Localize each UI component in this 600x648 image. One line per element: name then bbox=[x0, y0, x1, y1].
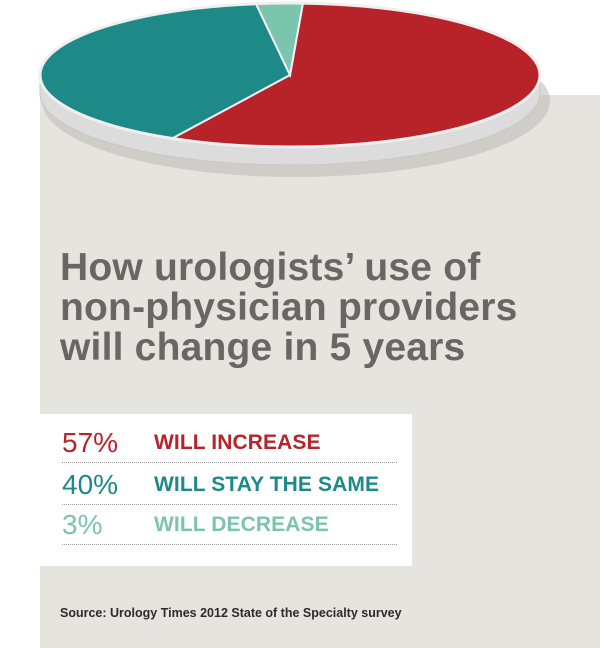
legend: 57% WILL INCREASE 40% WILL STAY THE SAME… bbox=[40, 414, 412, 566]
chart-title: How urologists’ use of non-physician pro… bbox=[60, 248, 580, 368]
legend-label-increase: WILL INCREASE bbox=[154, 431, 321, 454]
title-line-1: How urologists’ use of bbox=[60, 246, 481, 289]
legend-row-same: 40% WILL STAY THE SAME bbox=[62, 466, 397, 505]
legend-label-decrease: WILL DECREASE bbox=[154, 513, 329, 536]
pie-chart bbox=[38, 1, 550, 177]
legend-label-same: WILL STAY THE SAME bbox=[154, 473, 380, 496]
title-line-2: non-physician providers bbox=[60, 286, 518, 329]
pie-top-edge bbox=[38, 1, 542, 149]
title-line-3: will change in 5 years bbox=[60, 326, 466, 369]
source-note: Source: Urology Times 2012 State of the … bbox=[60, 606, 402, 620]
legend-value-same: 40% bbox=[62, 469, 119, 500]
legend-value-increase: 57% bbox=[62, 427, 119, 458]
legend-value-decrease: 3% bbox=[62, 509, 103, 540]
legend-row-decrease: 3% WILL DECREASE bbox=[62, 506, 397, 545]
legend-row-increase: 57% WILL INCREASE bbox=[62, 424, 397, 463]
